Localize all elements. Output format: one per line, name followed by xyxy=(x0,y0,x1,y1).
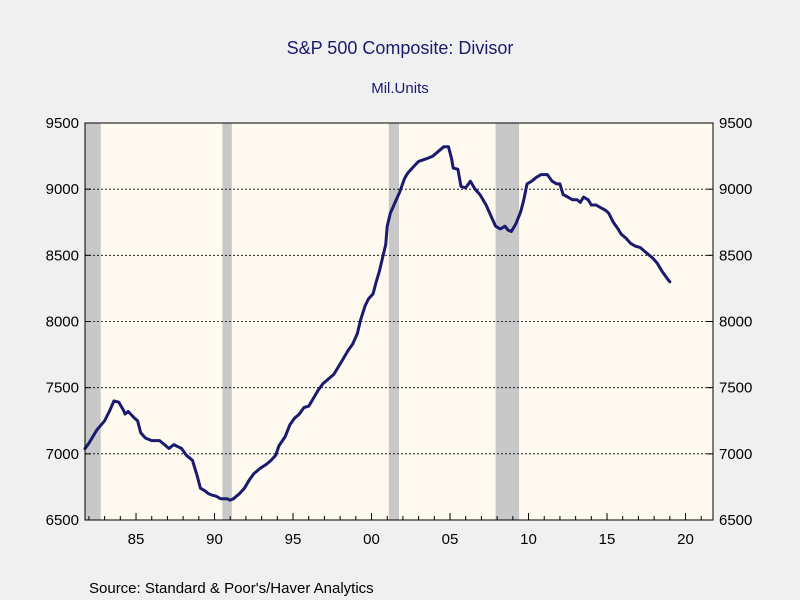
y-tick-label-right: 7500 xyxy=(719,380,752,397)
y-tick-label-right: 9500 xyxy=(719,115,752,132)
x-tick-label: 05 xyxy=(442,531,459,548)
y-tick-label-left: 8000 xyxy=(46,314,79,331)
chart-subtitle: Mil.Units xyxy=(371,80,429,97)
x-tick-label: 90 xyxy=(206,531,223,548)
recession-band-3 xyxy=(495,123,520,520)
y-tick-label-right: 6500 xyxy=(719,512,752,529)
y-tick-label-left: 7000 xyxy=(46,446,79,463)
y-tick-label-right: 8000 xyxy=(719,314,752,331)
chart-title: S&P 500 Composite: Divisor xyxy=(287,38,514,58)
grid xyxy=(85,188,713,455)
x-tick-label: 10 xyxy=(520,531,537,548)
x-tick-label: 85 xyxy=(128,531,145,548)
y-tick-label-left: 8500 xyxy=(46,247,79,264)
y-tick-label-left: 6500 xyxy=(46,512,79,529)
source-note: Source: Standard & Poor's/Haver Analytic… xyxy=(89,580,374,597)
x-tick-label: 15 xyxy=(599,531,616,548)
series-line-0 xyxy=(83,145,672,502)
y-tick-label-left: 7500 xyxy=(46,380,79,397)
y-tick-label-left: 9000 xyxy=(46,181,79,198)
recession-band-1 xyxy=(222,123,232,520)
y-tick-label-right: 9000 xyxy=(719,181,752,198)
series-layer xyxy=(83,145,672,502)
x-tick-label: 95 xyxy=(285,531,302,548)
x-tick-label: 20 xyxy=(677,531,694,548)
y-tick-label-right: 8500 xyxy=(719,247,752,264)
recession-band-0 xyxy=(85,123,101,520)
x-tick-label: 00 xyxy=(363,531,380,548)
y-tick-label-right: 7000 xyxy=(719,446,752,463)
y-tick-label-left: 9500 xyxy=(46,115,79,132)
